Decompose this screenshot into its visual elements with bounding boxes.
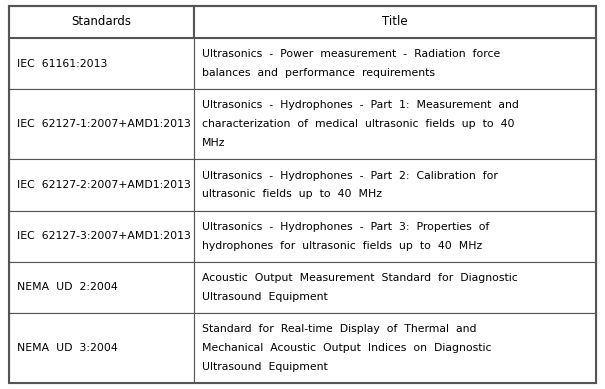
Text: ultrasonic  fields  up  to  40  MHz: ultrasonic fields up to 40 MHz — [202, 189, 382, 200]
Bar — [194, 262, 596, 313]
Text: Ultrasound  Equipment: Ultrasound Equipment — [202, 362, 327, 372]
Text: NEMA  UD  3:2004: NEMA UD 3:2004 — [17, 343, 118, 353]
Text: hydrophones  for  ultrasonic  fields  up  to  40  MHz: hydrophones for ultrasonic fields up to … — [202, 241, 482, 251]
Bar — [9, 262, 194, 313]
Text: IEC  61161:2013: IEC 61161:2013 — [17, 59, 107, 69]
Bar — [9, 313, 194, 383]
Text: IEC  62127-2:2007+AMD1:2013: IEC 62127-2:2007+AMD1:2013 — [17, 180, 191, 190]
Text: Ultrasonics  -  Power  measurement  -  Radiation  force: Ultrasonics - Power measurement - Radiat… — [202, 49, 500, 59]
Text: Standard  for  Real-time  Display  of  Thermal  and: Standard for Real-time Display of Therma… — [202, 324, 476, 334]
Text: Title: Title — [382, 16, 408, 28]
Bar — [194, 89, 596, 159]
Text: MHz: MHz — [202, 138, 225, 148]
Bar — [9, 38, 194, 89]
Text: IEC  62127-1:2007+AMD1:2013: IEC 62127-1:2007+AMD1:2013 — [17, 119, 191, 130]
Text: Ultrasonics  -  Hydrophones  -  Part  3:  Properties  of: Ultrasonics - Hydrophones - Part 3: Prop… — [202, 222, 489, 232]
Text: NEMA  UD  2:2004: NEMA UD 2:2004 — [17, 282, 118, 293]
Text: IEC  62127-3:2007+AMD1:2013: IEC 62127-3:2007+AMD1:2013 — [17, 231, 191, 241]
Bar — [194, 38, 596, 89]
Text: Standards: Standards — [71, 16, 131, 28]
Bar — [194, 210, 596, 262]
Text: Acoustic  Output  Measurement  Standard  for  Diagnostic: Acoustic Output Measurement Standard for… — [202, 273, 517, 283]
Text: Ultrasonics  -  Hydrophones  -  Part  2:  Calibration  for: Ultrasonics - Hydrophones - Part 2: Cali… — [202, 170, 498, 180]
Text: Ultrasound  Equipment: Ultrasound Equipment — [202, 292, 327, 302]
Text: Ultrasonics  -  Hydrophones  -  Part  1:  Measurement  and: Ultrasonics - Hydrophones - Part 1: Meas… — [202, 100, 518, 110]
Bar — [194, 6, 596, 38]
Bar — [9, 159, 194, 210]
Bar — [9, 89, 194, 159]
Bar — [9, 6, 194, 38]
Text: balances  and  performance  requirements: balances and performance requirements — [202, 68, 435, 78]
Bar — [9, 210, 194, 262]
Bar — [194, 313, 596, 383]
Bar — [194, 159, 596, 210]
Text: characterization  of  medical  ultrasonic  fields  up  to  40: characterization of medical ultrasonic f… — [202, 119, 514, 130]
Text: Mechanical  Acoustic  Output  Indices  on  Diagnostic: Mechanical Acoustic Output Indices on Di… — [202, 343, 491, 353]
